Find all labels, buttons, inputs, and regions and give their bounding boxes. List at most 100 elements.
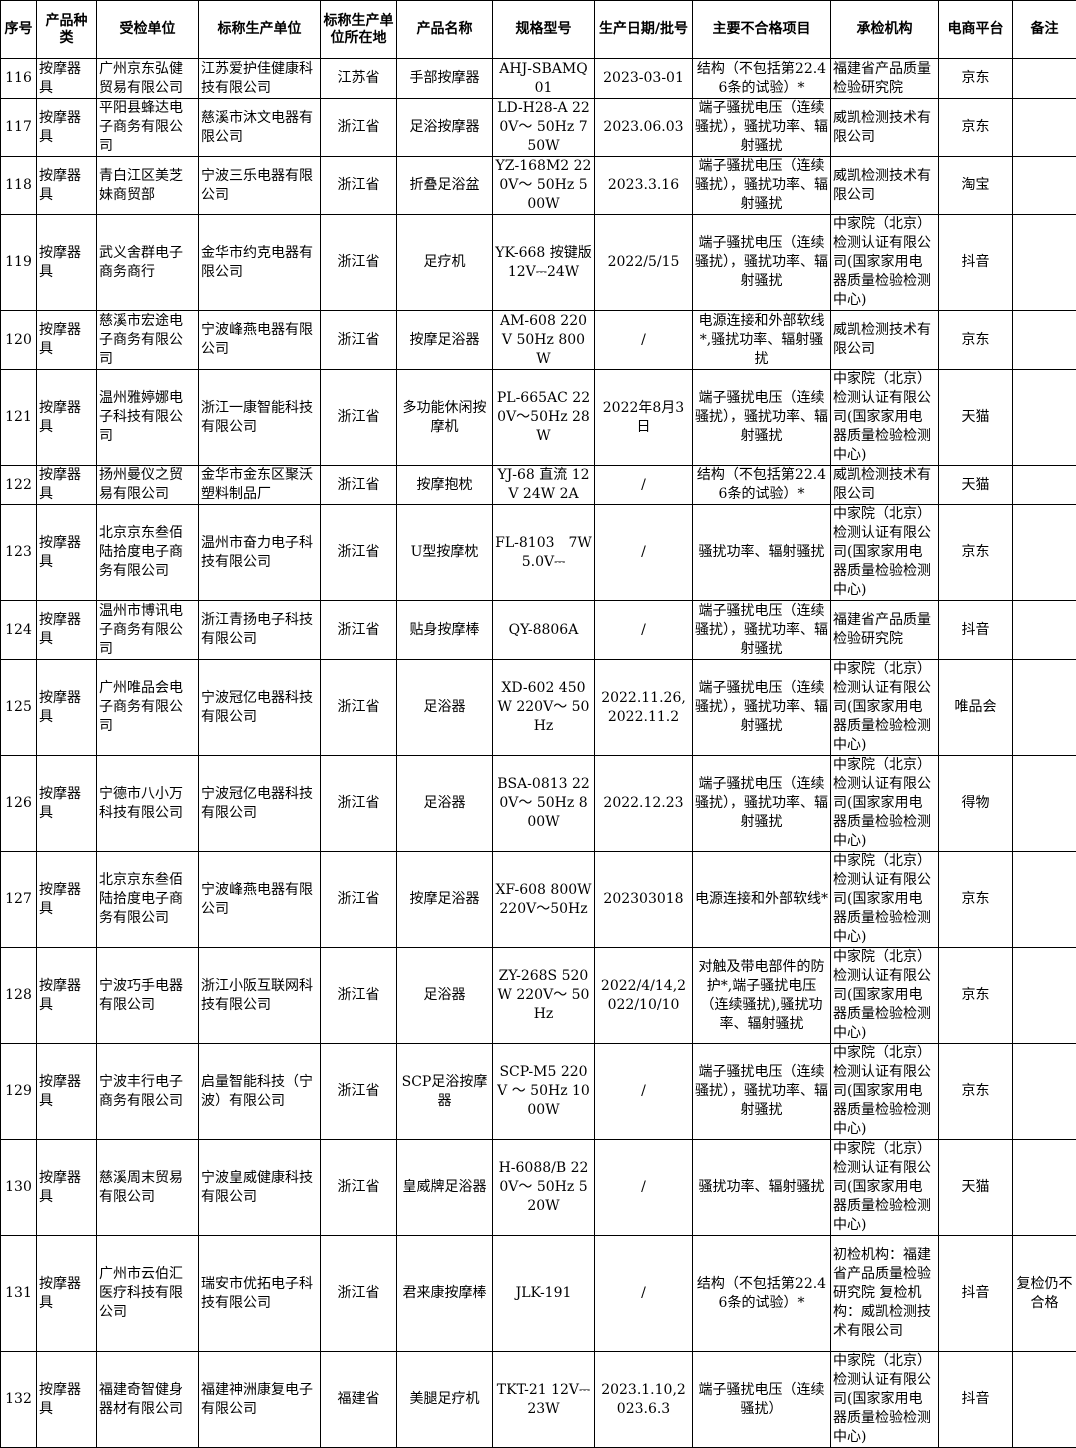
column-header-product-category: 产品种类 bbox=[37, 1, 97, 59]
cell-product-name: 足浴器 bbox=[397, 948, 493, 1044]
cell-manufacturer-location: 浙江省 bbox=[321, 215, 397, 311]
cell-manufacturer: 启量智能科技（宁波）有限公司 bbox=[199, 1044, 321, 1140]
column-header-product-name: 产品名称 bbox=[397, 1, 493, 59]
cell-production-date: / bbox=[595, 1140, 693, 1236]
cell-nonconformity-items: 端子骚扰电压（连续骚扰） bbox=[693, 1352, 831, 1448]
cell-remarks bbox=[1013, 215, 1076, 311]
cell-ecommerce-platform: 京东 bbox=[939, 948, 1013, 1044]
cell-manufacturer-location: 浙江省 bbox=[321, 1236, 397, 1352]
cell-serial-number: 121 bbox=[1, 370, 37, 466]
cell-product-name: 君来康按摩棒 bbox=[397, 1236, 493, 1352]
cell-nonconformity-items: 端子骚扰电压（连续骚扰），骚扰功率、辐射骚扰 bbox=[693, 660, 831, 756]
cell-remarks bbox=[1013, 756, 1076, 852]
cell-inspected-unit: 温州市博讯电子商务有限公司 bbox=[97, 601, 199, 660]
cell-manufacturer-location: 浙江省 bbox=[321, 756, 397, 852]
cell-product-name: 折叠足浴盆 bbox=[397, 157, 493, 215]
cell-nonconformity-items: 端子骚扰电压（连续骚扰），骚扰功率、辐射骚扰 bbox=[693, 370, 831, 466]
cell-product-category: 按摩器具 bbox=[37, 601, 97, 660]
cell-inspection-agency: 中家院（北京）检测认证有限公司(国家家用电器质量检验检测中心) bbox=[831, 505, 939, 601]
cell-manufacturer-location: 浙江省 bbox=[321, 601, 397, 660]
cell-product-category: 按摩器具 bbox=[37, 311, 97, 370]
cell-model-spec: ZY-268S 520W 220V～ 50Hz bbox=[493, 948, 595, 1044]
cell-model-spec: AM-608 220V 50Hz 800W bbox=[493, 311, 595, 370]
cell-ecommerce-platform: 京东 bbox=[939, 99, 1013, 157]
cell-manufacturer: 金华市约克电器有限公司 bbox=[199, 215, 321, 311]
cell-nonconformity-items: 骚扰功率、辐射骚扰 bbox=[693, 1140, 831, 1236]
cell-production-date: 2022/4/14,2022/10/10 bbox=[595, 948, 693, 1044]
cell-remarks bbox=[1013, 948, 1076, 1044]
cell-manufacturer: 福建神洲康复电子有限公司 bbox=[199, 1352, 321, 1448]
cell-inspection-agency: 初检机构：福建省产品质量检验研究院 复检机构：威凯检测技术有限公司 bbox=[831, 1236, 939, 1352]
cell-manufacturer: 宁波峰燕电器有限公司 bbox=[199, 852, 321, 948]
cell-product-name: 足浴器 bbox=[397, 660, 493, 756]
cell-inspection-agency: 威凯检测技术有限公司 bbox=[831, 311, 939, 370]
cell-product-name: U型按摩枕 bbox=[397, 505, 493, 601]
cell-ecommerce-platform: 天猫 bbox=[939, 1140, 1013, 1236]
cell-inspection-agency: 中家院（北京）检测认证有限公司(国家家用电器质量检验检测中心) bbox=[831, 1140, 939, 1236]
cell-manufacturer: 宁波峰燕电器有限公司 bbox=[199, 311, 321, 370]
cell-ecommerce-platform: 天猫 bbox=[939, 370, 1013, 466]
cell-inspected-unit: 慈溪周末贸易有限公司 bbox=[97, 1140, 199, 1236]
cell-product-category: 按摩器具 bbox=[37, 948, 97, 1044]
cell-serial-number: 122 bbox=[1, 466, 37, 505]
cell-production-date: 2022/5/15 bbox=[595, 215, 693, 311]
cell-manufacturer: 温州市奋力电子科技有限公司 bbox=[199, 505, 321, 601]
cell-remarks bbox=[1013, 505, 1076, 601]
cell-product-name: 美腿足疗机 bbox=[397, 1352, 493, 1448]
cell-product-category: 按摩器具 bbox=[37, 660, 97, 756]
cell-product-name: 按摩足浴器 bbox=[397, 311, 493, 370]
cell-manufacturer: 瑞安市优拓电子科技有限公司 bbox=[199, 1236, 321, 1352]
cell-production-date: 2022.11.26, 2022.11.2 bbox=[595, 660, 693, 756]
cell-model-spec: AHJ-SBAMQ01 bbox=[493, 59, 595, 99]
cell-manufacturer: 宁波冠亿电器科技有限公司 bbox=[199, 756, 321, 852]
cell-model-spec: FL-8103 7W 5.0V⎓ bbox=[493, 505, 595, 601]
cell-serial-number: 129 bbox=[1, 1044, 37, 1140]
header-row: 序号产品种类受检单位标称生产单位标称生产单位所在地产品名称规格型号生产日期/批号… bbox=[1, 1, 1076, 59]
cell-manufacturer: 宁波三乐电器有限公司 bbox=[199, 157, 321, 215]
cell-serial-number: 118 bbox=[1, 157, 37, 215]
cell-inspected-unit: 广州唯品会电子商务有限公司 bbox=[97, 660, 199, 756]
cell-ecommerce-platform: 唯品会 bbox=[939, 660, 1013, 756]
cell-inspection-agency: 福建省产品质量检验研究院 bbox=[831, 59, 939, 99]
cell-inspected-unit: 宁波巧手电器有限公司 bbox=[97, 948, 199, 1044]
cell-product-name: 贴身按摩棒 bbox=[397, 601, 493, 660]
cell-inspected-unit: 广州市云伯汇医疗科技有限公司 bbox=[97, 1236, 199, 1352]
cell-model-spec: LD-H28-A 220V～ 50Hz 750W bbox=[493, 99, 595, 157]
cell-remarks: 复检仍不合格 bbox=[1013, 1236, 1076, 1352]
cell-model-spec: QY-8806A bbox=[493, 601, 595, 660]
cell-manufacturer-location: 福建省 bbox=[321, 1352, 397, 1448]
cell-manufacturer: 浙江一康智能科技有限公司 bbox=[199, 370, 321, 466]
cell-nonconformity-items: 结构（不包括第22.46条的试验）* bbox=[693, 59, 831, 99]
column-header-ecommerce-platform: 电商平台 bbox=[939, 1, 1013, 59]
cell-inspected-unit: 扬州曼仪之贸易有限公司 bbox=[97, 466, 199, 505]
cell-nonconformity-items: 端子骚扰电压（连续骚扰），骚扰功率、辐射骚扰 bbox=[693, 1044, 831, 1140]
cell-product-name: 手部按摩器 bbox=[397, 59, 493, 99]
cell-product-category: 按摩器具 bbox=[37, 1352, 97, 1448]
cell-nonconformity-items: 端子骚扰电压（连续骚扰），骚扰功率、辐射骚扰 bbox=[693, 215, 831, 311]
cell-ecommerce-platform: 京东 bbox=[939, 311, 1013, 370]
cell-inspection-agency: 福建省产品质量检验研究院 bbox=[831, 601, 939, 660]
cell-remarks bbox=[1013, 466, 1076, 505]
cell-inspected-unit: 北京京东叁佰陆拾度电子商务有限公司 bbox=[97, 852, 199, 948]
cell-ecommerce-platform: 抖音 bbox=[939, 1352, 1013, 1448]
cell-product-category: 按摩器具 bbox=[37, 370, 97, 466]
cell-product-category: 按摩器具 bbox=[37, 756, 97, 852]
cell-manufacturer: 慈溪市沐文电器有限公司 bbox=[199, 99, 321, 157]
cell-model-spec: H-6088/B 220V～ 50Hz 520W bbox=[493, 1140, 595, 1236]
cell-nonconformity-items: 端子骚扰电压（连续骚扰），骚扰功率、辐射骚扰 bbox=[693, 601, 831, 660]
cell-product-name: 按摩足浴器 bbox=[397, 852, 493, 948]
cell-product-category: 按摩器具 bbox=[37, 1236, 97, 1352]
cell-product-name: 多功能休闲按摩机 bbox=[397, 370, 493, 466]
cell-manufacturer-location: 浙江省 bbox=[321, 1140, 397, 1236]
cell-serial-number: 128 bbox=[1, 948, 37, 1044]
